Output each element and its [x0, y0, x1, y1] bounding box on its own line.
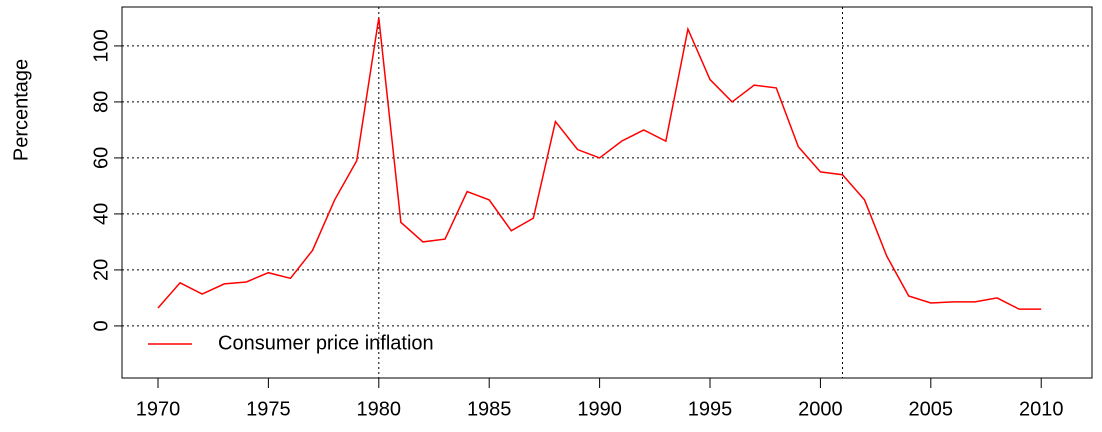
y-tick-label: 0 [90, 320, 112, 331]
x-tick-label: 1995 [688, 398, 733, 420]
x-tick-label: 1990 [577, 398, 622, 420]
y-tick-label: 20 [90, 259, 112, 281]
y-axis-label: Percentage [10, 59, 32, 161]
x-tick-label: 1970 [136, 398, 181, 420]
y-tick-label: 40 [90, 203, 112, 225]
x-tick-label: 2010 [1019, 398, 1064, 420]
x-tick-label: 1985 [467, 398, 512, 420]
x-tick-label: 2000 [798, 398, 843, 420]
series-line [157, 17, 1042, 310]
y-tick-label: 100 [90, 29, 112, 62]
x-tick-label: 1980 [357, 398, 402, 420]
plot-frame [121, 6, 1093, 379]
legend-label: Consumer price inflation [218, 332, 434, 354]
x-tick-label: 2005 [909, 398, 954, 420]
y-tick-label: 80 [90, 91, 112, 113]
y-tick-label: 60 [90, 147, 112, 169]
x-tick-label: 1975 [246, 398, 291, 420]
